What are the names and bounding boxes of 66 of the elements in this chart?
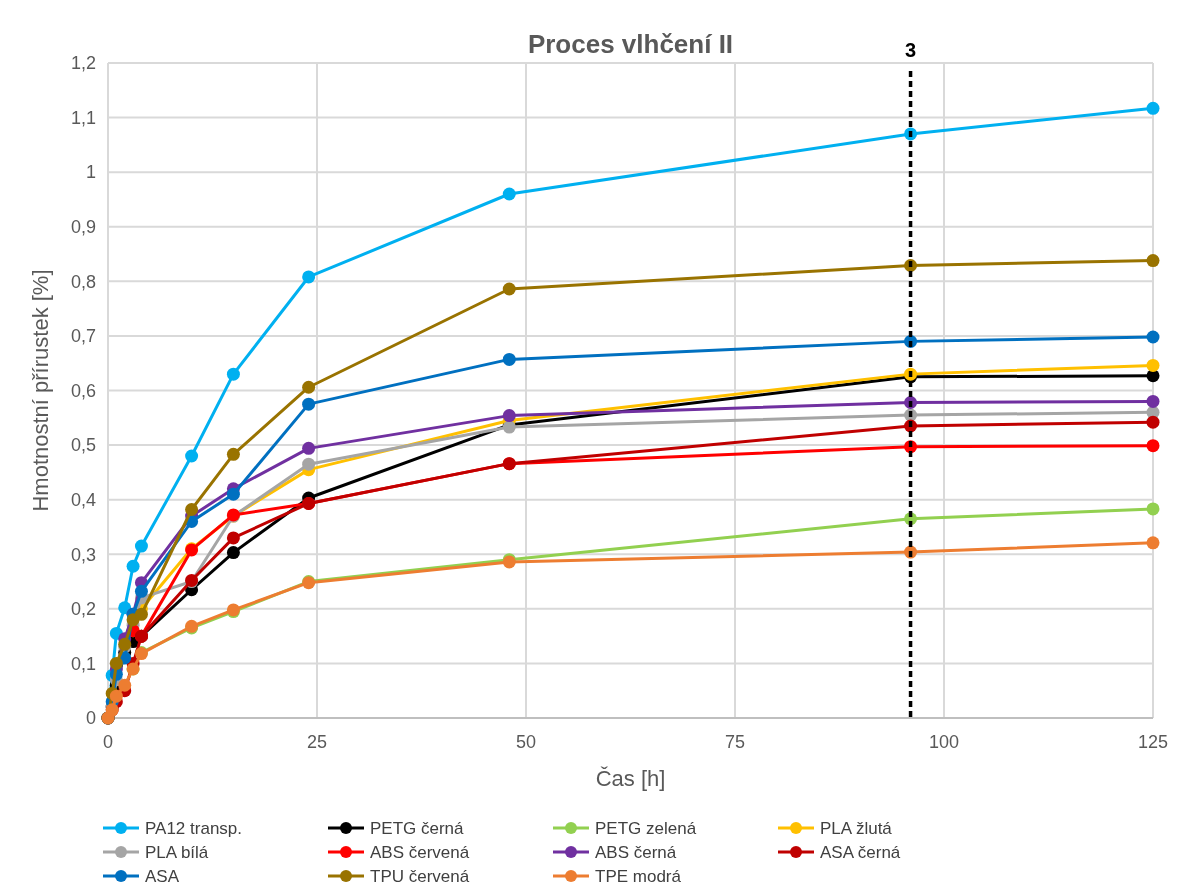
y-tick-label: 1,2	[70, 53, 96, 74]
x-tick-label: 125	[1137, 732, 1169, 752]
chart-title: Proces vlhčení II	[527, 29, 734, 59]
point	[226, 487, 240, 501]
legend-label: PLA bílá	[145, 842, 209, 862]
y-tick-label: 0,8	[70, 271, 96, 292]
y-axis-title: Hmotnostní přírustek [%]	[28, 269, 53, 512]
y-tick-label: 1,1	[70, 107, 96, 128]
y-tick-label: 0,7	[70, 326, 96, 347]
x-tick-label: 50	[515, 732, 537, 752]
point	[226, 546, 240, 560]
point	[1146, 394, 1160, 408]
point	[502, 352, 516, 366]
point	[1146, 415, 1160, 429]
point	[118, 601, 132, 615]
point	[126, 559, 140, 573]
x-tick-label: 75	[724, 732, 746, 752]
x-tick-label: 100	[928, 732, 960, 752]
point	[502, 282, 516, 296]
x-axis-title: Čas [h]	[595, 766, 666, 791]
point	[226, 531, 240, 545]
point	[302, 270, 316, 284]
point	[1146, 101, 1160, 115]
point	[1146, 439, 1160, 453]
y-tick-label: 0,9	[70, 217, 96, 238]
point	[302, 457, 316, 471]
x-tick-label: 0	[102, 732, 114, 752]
point	[185, 449, 199, 463]
point	[226, 367, 240, 381]
point	[502, 409, 516, 423]
y-tick-label: 0,6	[70, 380, 96, 401]
point	[109, 689, 123, 703]
y-tick-label: 0,5	[70, 435, 96, 456]
legend-label: PLA žlutá	[820, 818, 893, 838]
point	[1146, 502, 1160, 516]
legend-label: ASA černá	[820, 842, 901, 862]
point	[1146, 536, 1160, 550]
y-tick-label: 0,3	[70, 544, 96, 565]
y-tick-label: 0,1	[70, 653, 96, 674]
legend-label: ASA	[145, 866, 180, 886]
y-tick-label: 1	[85, 162, 96, 183]
point	[134, 539, 148, 553]
point	[302, 441, 316, 455]
point	[302, 380, 316, 394]
legend-label: ABS černá	[595, 842, 677, 862]
point	[302, 397, 316, 411]
legend-label: PA12 transp.	[145, 818, 243, 838]
legend-label: PETG zelená	[595, 818, 697, 838]
x-tick-label: 25	[306, 732, 328, 752]
text: 3	[905, 39, 917, 61]
legend-label: TPE modrá	[595, 866, 682, 886]
y-tick-label: 0,4	[70, 489, 96, 510]
point	[134, 607, 148, 621]
legend-label: PETG černá	[370, 818, 465, 838]
point	[502, 187, 516, 201]
point	[118, 678, 132, 692]
legend-label: TPU červená	[370, 866, 470, 886]
point	[1146, 330, 1160, 344]
point	[1146, 358, 1160, 372]
point	[185, 502, 199, 516]
point	[226, 447, 240, 461]
y-tick-label: 0	[85, 708, 96, 729]
point	[134, 584, 148, 598]
point	[1146, 254, 1160, 268]
y-tick-label: 0,2	[70, 599, 96, 620]
legend-label: ABS červená	[370, 842, 470, 862]
